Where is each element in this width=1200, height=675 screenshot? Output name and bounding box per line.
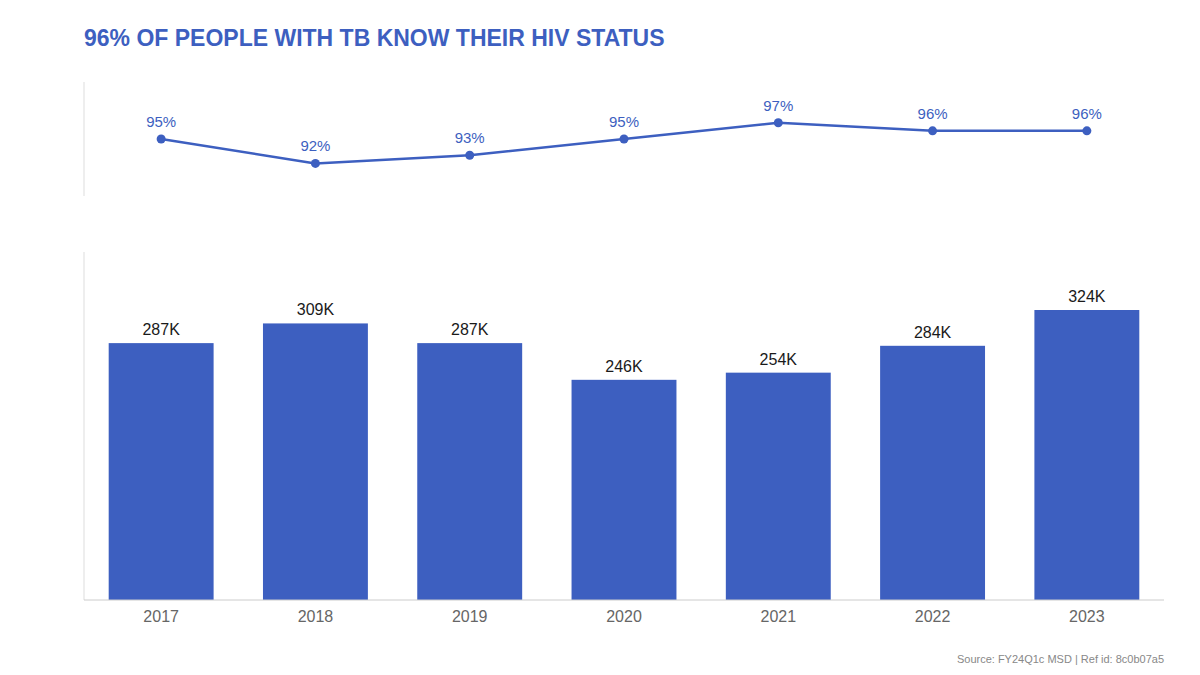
data-label: 95% xyxy=(146,113,176,130)
x-tick-label: 2021 xyxy=(760,608,796,625)
chart-root: 96% OF PEOPLE WITH TB KNOW THEIR HIV STA… xyxy=(0,0,1200,675)
bar-chart: 287K 309K 287K 246K 254K 284K 324K 2017 2018 2019… xyxy=(84,252,1164,665)
data-label: 254K xyxy=(760,351,798,368)
data-label: 324K xyxy=(1068,288,1106,305)
x-tick-label: 2020 xyxy=(606,608,642,625)
data-label: 95% xyxy=(609,113,639,130)
data-label: 96% xyxy=(1072,105,1102,122)
line-point xyxy=(311,159,320,168)
value-axis-line xyxy=(84,252,85,600)
x-tick-label: 2018 xyxy=(298,608,334,625)
line-point xyxy=(465,151,474,160)
bar xyxy=(1034,310,1139,600)
line-point xyxy=(928,126,937,135)
bar xyxy=(417,343,522,600)
x-tick-label: 2019 xyxy=(452,608,488,625)
data-labels: 287K 309K 287K 246K 254K 284K 324K xyxy=(142,288,1105,375)
data-label: 287K xyxy=(451,321,489,338)
line-point xyxy=(1082,126,1091,135)
data-label: 309K xyxy=(297,301,335,318)
x-tick-label: 2022 xyxy=(915,608,951,625)
line-point xyxy=(774,118,783,127)
bar xyxy=(263,323,368,600)
data-label: 93% xyxy=(455,129,485,146)
annotation: Source: FY24Q1c MSD | Ref id: 8c0b07a5 xyxy=(957,653,1164,665)
line-point xyxy=(620,135,629,144)
data-label: 96% xyxy=(918,105,948,122)
data-labels: 95% 92% 93% 95% 97% 96% 96% xyxy=(146,97,1102,155)
data-label: 284K xyxy=(914,324,952,341)
data-label: 92% xyxy=(300,137,330,154)
bar xyxy=(880,346,985,600)
data-label: 246K xyxy=(605,358,643,375)
x-tick-label: 2023 xyxy=(1069,608,1105,625)
title: 96% OF PEOPLE WITH TB KNOW THEIR HIV STA… xyxy=(84,25,665,51)
value-axis-line xyxy=(84,82,85,196)
baseline xyxy=(84,600,1164,601)
bar xyxy=(109,343,214,600)
marks xyxy=(109,310,1140,600)
data-label: 287K xyxy=(142,321,180,338)
data-label: 97% xyxy=(763,97,793,114)
x-tick-label: 2017 xyxy=(143,608,179,625)
bar xyxy=(572,380,677,600)
bar xyxy=(726,373,831,600)
line-point xyxy=(157,135,166,144)
line-chart: 96% OF PEOPLE WITH TB KNOW THEIR HIV STA… xyxy=(84,25,1102,196)
